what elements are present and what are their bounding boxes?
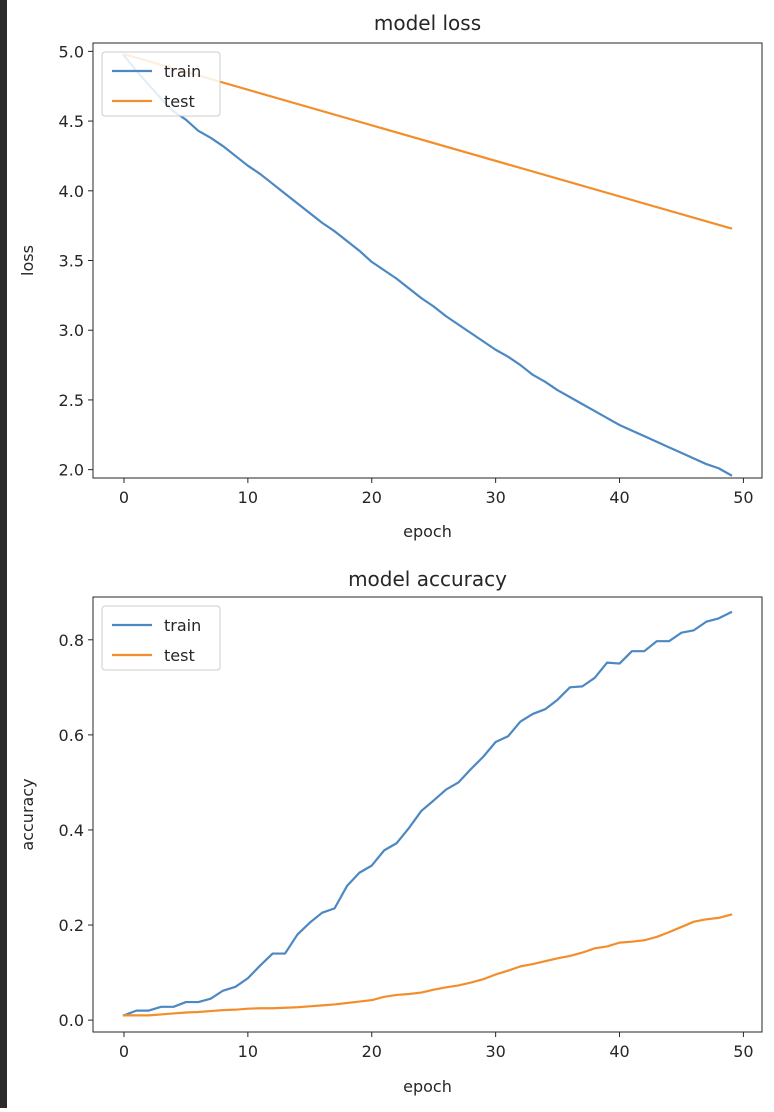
x-tick-label: 10 xyxy=(238,488,258,507)
x-tick-label: 50 xyxy=(733,1042,753,1061)
window-edge xyxy=(0,0,7,1108)
y-axis-label: loss xyxy=(18,245,37,276)
legend-label-test: test xyxy=(164,646,195,665)
y-tick-label: 2.0 xyxy=(59,461,84,480)
chart-title: model loss xyxy=(374,11,481,35)
chart-title: model accuracy xyxy=(348,567,507,591)
x-tick-label: 20 xyxy=(362,1042,382,1061)
y-tick-label: 0.2 xyxy=(59,916,84,935)
axes-frame xyxy=(92,596,763,1033)
legend-label-train: train xyxy=(164,616,201,635)
x-tick-label: 50 xyxy=(733,488,753,507)
chart-accuracy: model accuracy 0 10 20 30 40 50 0.0 0.2 0.4 0.6 0.8… xyxy=(18,567,763,1096)
y-tick-label: 2.5 xyxy=(59,391,84,410)
y-tick-label: 0.6 xyxy=(59,726,84,745)
series-line-test xyxy=(122,913,733,1017)
y-tick-label: 4.5 xyxy=(59,112,84,131)
x-tick-label: 0 xyxy=(119,1042,129,1061)
legend-label-test: test xyxy=(164,92,195,111)
x-tick-label: 40 xyxy=(609,1042,629,1061)
legend: train test xyxy=(101,605,221,671)
legend-box xyxy=(101,51,221,117)
y-tick-label: 0.8 xyxy=(59,631,84,650)
x-axis-label: epoch xyxy=(403,1077,452,1096)
x-tick-label: 10 xyxy=(238,1042,258,1061)
series-line-train xyxy=(122,610,733,1017)
series-line-train xyxy=(122,54,733,477)
legend-label-train: train xyxy=(164,62,201,81)
y-tick-label: 0.0 xyxy=(59,1011,84,1030)
y-tick-label: 3.5 xyxy=(59,252,84,271)
x-tick-label: 30 xyxy=(485,1042,505,1061)
x-tick-label: 30 xyxy=(485,488,505,507)
y-tick-label: 4.0 xyxy=(59,182,84,201)
chart-loss: model loss 0 10 20 30 40 50 2.0 2.5 3.0 3.5 4.0 4.5 5… xyxy=(18,11,763,541)
x-tick-label: 20 xyxy=(362,488,382,507)
y-tick-label: 0.4 xyxy=(59,821,84,840)
y-tick-label: 5.0 xyxy=(59,42,84,61)
x-tick-label: 40 xyxy=(609,488,629,507)
x-tick-label: 0 xyxy=(119,488,129,507)
y-tick-label: 3.0 xyxy=(59,321,84,340)
y-axis-label: accuracy xyxy=(18,778,37,850)
legend-box xyxy=(101,605,221,671)
legend: train test xyxy=(101,51,221,117)
series-line-test xyxy=(122,52,733,230)
x-axis-label: epoch xyxy=(403,522,452,541)
